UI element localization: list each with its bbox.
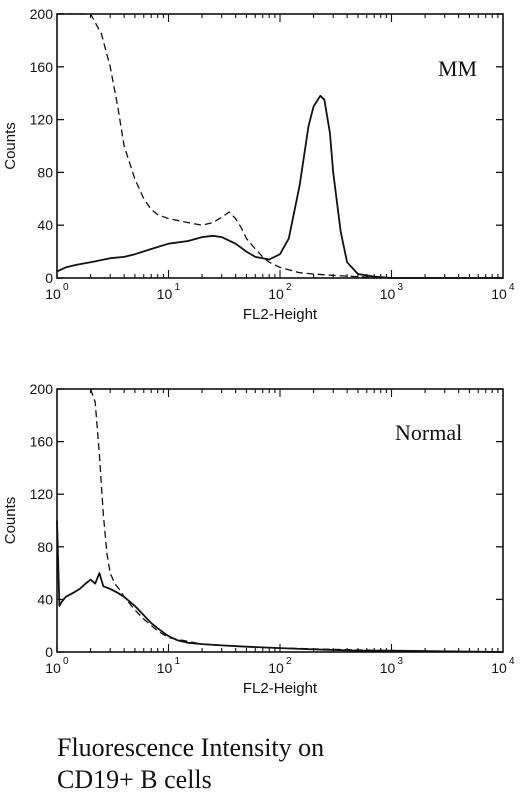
y-tick-label: 160 [30,59,54,75]
x-tick-label: 10 [45,660,61,676]
panel-annotation: MM [438,56,477,81]
y-tick-label: 120 [30,112,54,128]
series-solid-line [56,520,504,653]
y-tick-label: 0 [45,270,53,286]
y-tick-label: 80 [37,164,53,180]
x-tick-exponent: 4 [509,282,515,293]
figure-caption: Fluorescence Intensity on CD19+ B cells [57,732,497,796]
x-tick-exponent: 4 [509,656,515,667]
x-tick-exponent: 1 [175,656,181,667]
x-tick-label: 10 [491,286,507,302]
x-tick-exponent: 1 [175,282,181,293]
x-tick-exponent: 2 [286,656,292,667]
y-tick-label: 0 [45,644,53,660]
x-tick-exponent: 3 [398,656,404,667]
x-tick-label: 10 [157,660,173,676]
x-tick-exponent: 2 [286,282,292,293]
caption-line-1: Fluorescence Intensity on [57,733,325,762]
y-tick-label: 200 [30,6,54,22]
x-axis-label: FL2-Height [243,306,318,323]
x-tick-exponent: 0 [63,282,69,293]
x-tick-label: 10 [380,660,396,676]
y-tick-label: 80 [37,539,53,555]
y-axis-label: Counts [2,122,19,170]
y-tick-label: 200 [30,381,54,397]
x-tick-label: 10 [268,660,284,676]
panel-annotation: Normal [395,420,462,445]
series-dashed-line [89,388,504,653]
y-tick-label: 40 [37,217,53,233]
x-tick-label: 10 [45,286,61,302]
x-tick-label: 10 [380,286,396,302]
x-tick-exponent: 3 [398,282,404,293]
x-tick-label: 10 [268,286,284,302]
x-tick-exponent: 0 [63,656,69,667]
series-solid-line [56,94,503,279]
x-axis-label: FL2-Height [243,680,318,697]
x-tick-label: 10 [157,286,173,302]
y-axis-label: Counts [2,497,19,545]
y-tick-label: 160 [30,434,54,450]
x-tick-label: 10 [491,660,507,676]
y-tick-label: 40 [37,591,53,607]
series-dashed-line [57,13,503,279]
caption-line-2: CD19+ B cells [57,765,212,794]
y-tick-label: 120 [30,486,54,502]
